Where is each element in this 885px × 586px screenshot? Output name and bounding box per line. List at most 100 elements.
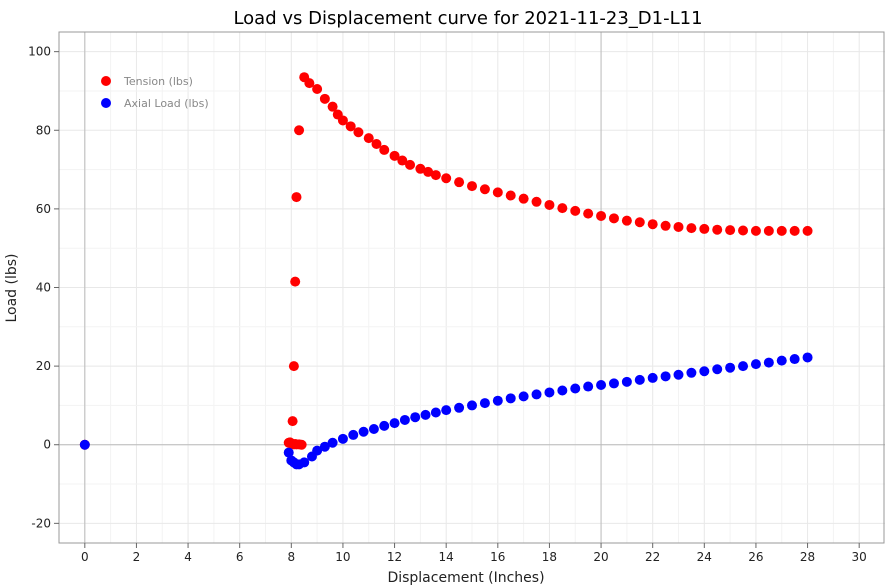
data-point <box>283 447 294 458</box>
x-tick-label: 20 <box>593 550 608 564</box>
data-point <box>802 352 813 363</box>
x-tick-label: 14 <box>439 550 454 564</box>
data-point <box>660 220 671 231</box>
x-tick-label: 6 <box>236 550 244 564</box>
data-point <box>686 223 697 234</box>
data-point <box>312 445 323 456</box>
data-point <box>699 366 710 377</box>
data-point <box>531 196 542 207</box>
data-point <box>420 409 431 420</box>
data-point <box>596 379 607 390</box>
y-tick-label: 40 <box>36 281 51 295</box>
data-point <box>327 437 338 448</box>
data-point <box>621 376 632 387</box>
data-point <box>345 121 356 132</box>
data-point <box>647 219 658 230</box>
data-point <box>673 369 684 380</box>
x-tick-label: 18 <box>542 550 557 564</box>
zero-lines <box>59 32 885 543</box>
data-point <box>405 159 416 170</box>
data-point <box>379 144 390 155</box>
data-point <box>750 359 761 370</box>
data-point <box>371 139 382 150</box>
x-tick-label: 28 <box>800 550 815 564</box>
data-point <box>287 416 298 427</box>
data-point <box>789 225 800 236</box>
data-point <box>389 418 400 429</box>
data-point <box>294 125 305 136</box>
data-point <box>492 187 503 198</box>
data-point <box>712 364 723 375</box>
data-point <box>368 424 379 435</box>
data-point <box>725 362 736 373</box>
x-tick-label: 26 <box>748 550 763 564</box>
legend-marker <box>101 98 111 108</box>
x-tick-label: 12 <box>387 550 402 564</box>
data-point <box>441 173 452 184</box>
data-point <box>379 420 390 431</box>
data-point <box>725 225 736 236</box>
data-point <box>312 83 323 94</box>
axis-ticks: 0 2 4 6 8 10 12 14 16 18 20 22 24 26 28 30-200204060801… <box>28 45 867 564</box>
data-point <box>699 223 710 234</box>
data-point <box>621 215 632 226</box>
data-point <box>415 163 426 174</box>
data-point <box>291 192 302 203</box>
data-point <box>288 361 299 372</box>
data-point <box>608 213 619 224</box>
data-point <box>304 78 315 89</box>
legend-label: Tension (lbs) <box>123 75 193 88</box>
data-point <box>479 398 490 409</box>
data-point <box>399 414 410 425</box>
data-point <box>319 441 330 452</box>
data-point <box>454 177 465 188</box>
data-point <box>802 225 813 236</box>
data-point <box>290 276 301 287</box>
data-point <box>337 433 348 444</box>
data-point <box>505 393 516 404</box>
data-point <box>492 395 503 406</box>
data-point <box>634 374 645 385</box>
data-point <box>750 225 761 236</box>
data-point <box>423 166 434 177</box>
data-point <box>660 371 671 382</box>
data-point <box>397 155 408 166</box>
data-point <box>596 210 607 221</box>
data-point <box>479 184 490 195</box>
data-point <box>647 372 658 383</box>
x-tick-label: 0 <box>81 550 89 564</box>
series-axial-load <box>79 352 813 470</box>
data-point <box>337 115 348 126</box>
data-point <box>776 225 787 236</box>
data-point <box>570 383 581 394</box>
y-axis-label: Load (lbs) <box>4 253 20 322</box>
data-point <box>673 221 684 232</box>
data-point <box>518 391 529 402</box>
data-point <box>467 400 477 411</box>
data-point <box>712 224 723 235</box>
data-point <box>608 378 619 389</box>
data-point <box>441 405 452 416</box>
data-point <box>79 439 90 450</box>
data-point <box>738 361 749 372</box>
data-points <box>79 72 813 470</box>
data-point <box>544 199 555 210</box>
data-point <box>583 381 594 392</box>
data-point <box>634 217 645 228</box>
data-point <box>358 426 369 437</box>
data-point <box>570 205 581 216</box>
y-tick-label: 0 <box>43 438 51 452</box>
data-point <box>410 412 421 423</box>
y-tick-label: -20 <box>31 516 51 530</box>
data-point <box>505 190 516 201</box>
data-point <box>389 150 400 161</box>
x-tick-label: 22 <box>645 550 660 564</box>
series-tension <box>79 72 813 450</box>
data-point <box>544 387 555 398</box>
legend: Tension (lbs) Axial Load (lbs) <box>101 75 209 110</box>
data-point <box>363 133 374 144</box>
data-point <box>454 402 465 413</box>
data-point <box>738 225 749 236</box>
